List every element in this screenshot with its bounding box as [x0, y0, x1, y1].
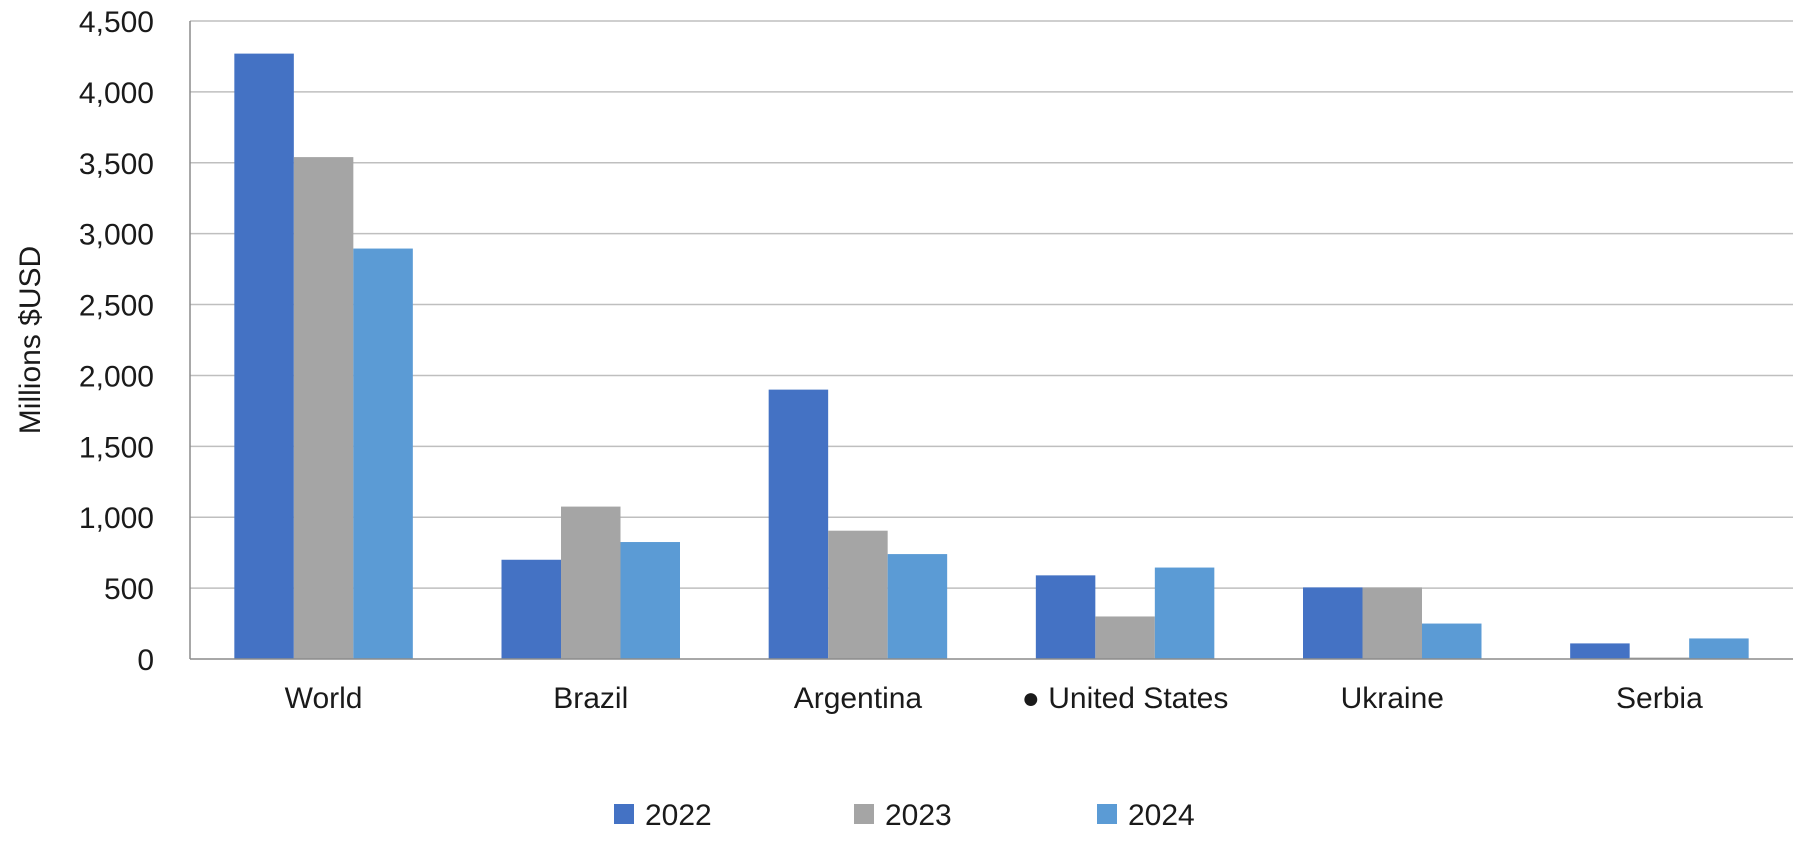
bar-2023-3: [1095, 616, 1155, 659]
category-label: ● United States: [1022, 682, 1229, 715]
y-tick-label: 4,000: [79, 77, 154, 110]
y-tick-label: 3,000: [79, 219, 154, 252]
legend-label-2024: 2024: [1128, 799, 1195, 832]
category-label: Argentina: [794, 682, 923, 715]
bar-2023-4: [1362, 587, 1422, 659]
bar-2022-2: [768, 389, 829, 659]
category-label: Ukraine: [1341, 682, 1444, 715]
bar-2022-3: [1035, 575, 1096, 659]
y-tick-label: 3,500: [79, 148, 154, 181]
legend-label-2022: 2022: [645, 799, 712, 832]
axes: [189, 21, 1793, 660]
bar-2022-1: [501, 559, 561, 659]
category-labels: World Brazil Argentina ● United States Ukrai…: [285, 682, 1703, 715]
y-tick-label: 0: [137, 644, 154, 677]
bar-2024-1: [620, 542, 680, 659]
bar-2022-0: [234, 53, 294, 660]
gridlines: [190, 20, 1793, 589]
bar-2024-0: [353, 248, 413, 659]
y-axis-title: Millions $USD: [14, 246, 47, 434]
legend: 2022 2023 2024: [614, 799, 1195, 832]
legend-label-2023: 2023: [885, 799, 952, 832]
bar-2024-2: [887, 554, 948, 659]
legend-swatch-2024: [1097, 804, 1117, 824]
bar-2024-5: [1689, 638, 1749, 659]
bars: [234, 53, 1749, 660]
bar-2024-3: [1154, 567, 1215, 659]
y-tick-label: 1,500: [79, 431, 154, 464]
y-tick-labels: 0 500 1,000 1,500 2,000 2,500 3,000 3,500 4,000 4…: [79, 6, 154, 677]
y-tick-label: 500: [104, 573, 154, 606]
bar-2024-4: [1422, 623, 1482, 659]
y-tick-label: 2,000: [79, 360, 154, 393]
category-label: Brazil: [553, 682, 628, 715]
bar-2023-2: [828, 530, 888, 659]
bar-2023-1: [561, 506, 621, 659]
y-tick-label: 2,500: [79, 290, 154, 323]
category-label: World: [285, 682, 363, 715]
bar-2022-4: [1303, 587, 1363, 659]
bar-2022-5: [1570, 643, 1630, 659]
bar-2023-0: [293, 157, 354, 659]
legend-swatch-2023: [854, 804, 874, 824]
legend-swatch-2022: [614, 804, 634, 824]
y-tick-label: 4,500: [79, 6, 154, 39]
y-tick-label: 1,000: [79, 502, 154, 535]
category-label: Serbia: [1616, 682, 1703, 715]
